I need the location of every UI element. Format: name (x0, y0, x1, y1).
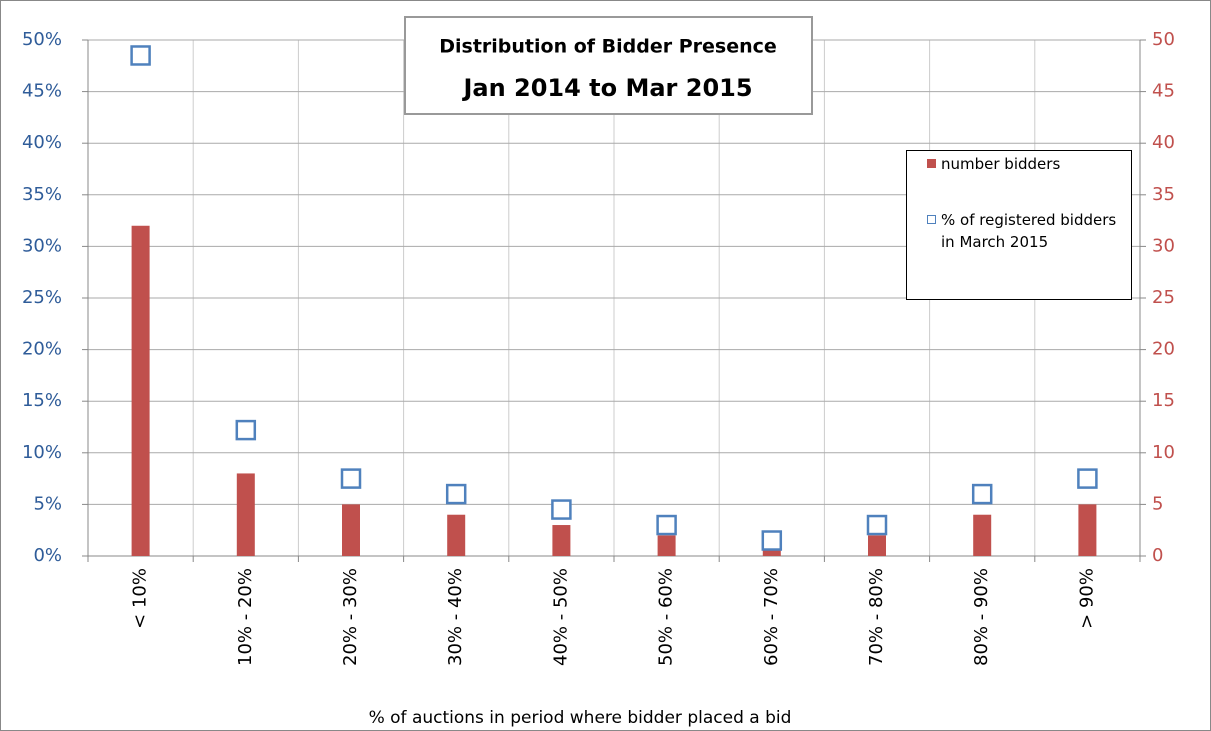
y-tick-label: 5% (33, 493, 62, 514)
marker (1077, 468, 1098, 489)
marker (445, 483, 467, 505)
legend-item: number bidders (913, 153, 1125, 175)
y2-tick-label: 50 (1152, 29, 1175, 50)
x-tick-label: 70% - 80% (866, 568, 887, 666)
legend-marker (927, 159, 936, 168)
y2-tick-label: 5 (1152, 493, 1163, 514)
y-tick-label: 10% (22, 442, 62, 463)
bar (973, 514, 992, 556)
marker (130, 45, 151, 66)
y2-tick-label: 0 (1152, 545, 1163, 566)
legend-item: % of registered bidders in March 2015 (913, 209, 1125, 253)
bar (342, 504, 360, 556)
x-tick-label: 50% - 60% (656, 568, 677, 666)
bar (868, 535, 886, 556)
y-tick-label: 35% (22, 184, 62, 205)
bar (657, 535, 676, 556)
x-tick-label: 60% - 70% (761, 568, 782, 666)
marker (866, 514, 888, 536)
y2-tick-label: 15 (1152, 390, 1175, 411)
x-axis-label: % of auctions in period where bidder pla… (369, 708, 792, 728)
y2-tick-label: 30 (1152, 235, 1175, 256)
y-tick-label: 50% (22, 29, 62, 50)
legend-marker (927, 215, 936, 224)
chart-title: Distribution of Bidder Presence (439, 36, 777, 58)
x-tick-label: 40% - 50% (550, 568, 571, 666)
y-tick-label: 20% (22, 339, 62, 360)
x-tick-label: 80% - 90% (971, 568, 992, 666)
y2-tick-label: 10 (1152, 442, 1175, 463)
marker (971, 483, 993, 505)
bar (762, 545, 781, 556)
y2-tick-label: 25 (1152, 287, 1175, 308)
x-tick-label: 20% - 30% (340, 568, 361, 666)
y-tick-label: 45% (22, 81, 62, 102)
y2-tick-label: 40 (1152, 132, 1175, 153)
bar (131, 225, 150, 556)
y2-tick-label: 45 (1152, 81, 1175, 102)
legend-label: % of registered bidders in March 2015 (941, 211, 1117, 251)
legend-label: number bidders (941, 155, 1061, 173)
bar (552, 525, 571, 556)
y-tick-label: 40% (22, 132, 62, 153)
title-box (404, 16, 813, 115)
x-tick-label: < 10% (130, 568, 151, 629)
bar (236, 473, 255, 556)
y-tick-label: 25% (22, 287, 62, 308)
x-tick-label: > 90% (1076, 568, 1097, 629)
marker (551, 499, 572, 520)
legend: number bidders % of registered bidders in… (906, 150, 1132, 300)
y-tick-label: 30% (22, 235, 62, 256)
bar (447, 514, 466, 556)
y-tick-label: 0% (33, 545, 62, 566)
y2-tick-label: 20 (1152, 339, 1175, 360)
x-tick-label: 30% - 40% (445, 568, 466, 666)
x-tick-label: 10% - 20% (235, 568, 256, 666)
marker (656, 514, 677, 536)
chart-subtitle: Jan 2014 to Mar 2015 (461, 74, 752, 102)
y2-tick-label: 35 (1152, 184, 1175, 205)
y-tick-label: 15% (22, 390, 62, 411)
marker (235, 419, 257, 441)
marker (340, 468, 362, 489)
bar (1078, 504, 1097, 556)
marker (761, 530, 783, 551)
